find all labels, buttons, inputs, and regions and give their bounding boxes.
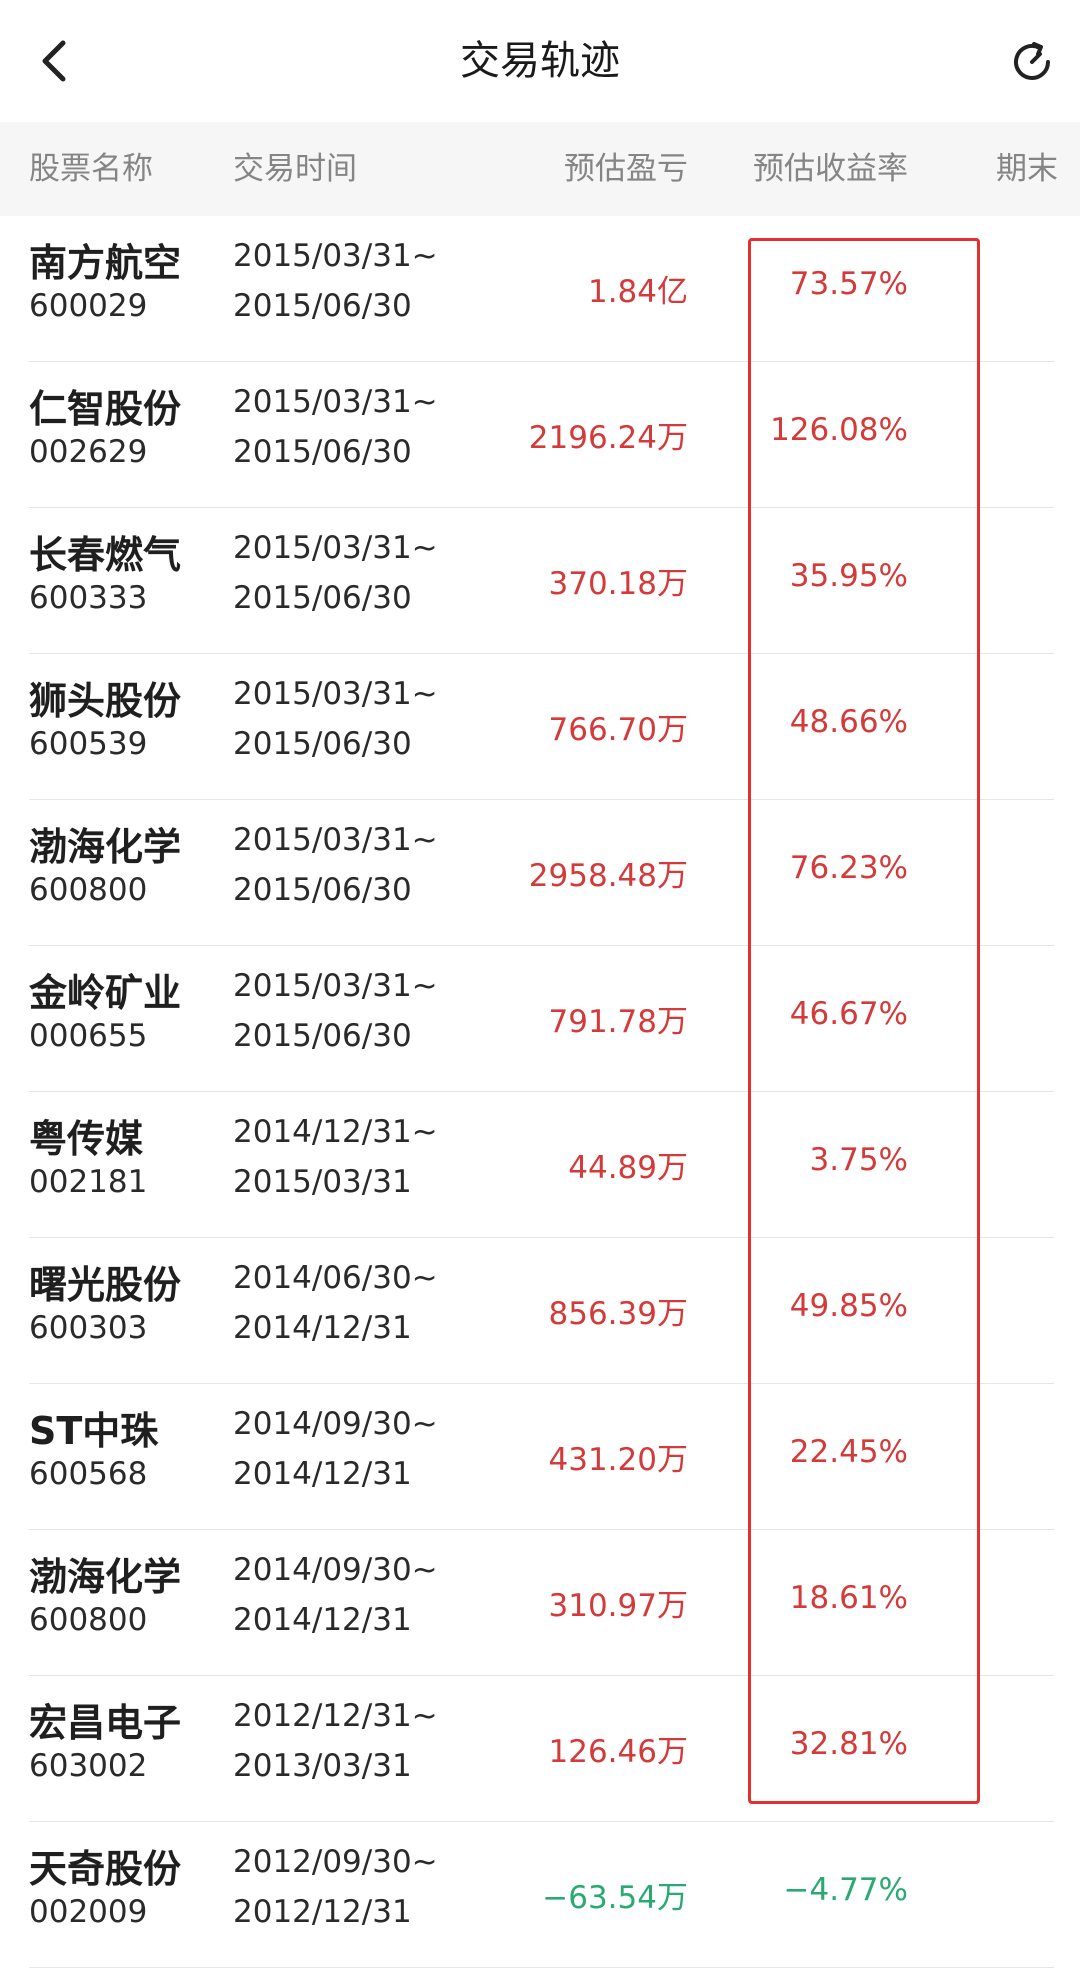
stock-code: 603002 <box>29 1748 148 1784</box>
table-header: 股票名称 交易时间 预估盈亏 预估收益率 期末 <box>0 122 1080 216</box>
est-pnl-value: 126.46万 <box>548 1734 688 1770</box>
trade-start-date: 2012/09/30~ <box>233 1844 438 1880</box>
stock-code: 600568 <box>29 1456 148 1492</box>
stock-name: ST中珠 <box>29 1409 159 1453</box>
table-row[interactable]: 曙光股份 600303 2014/06/30~ 2014/12/31 856.39万 49… <box>0 1238 1080 1384</box>
stock-code: 600539 <box>29 726 148 762</box>
page-title: 交易轨迹 <box>460 38 620 84</box>
trade-start-date: 2014/09/30~ <box>233 1406 438 1442</box>
trade-end-date: 2014/12/31 <box>233 1456 412 1492</box>
header-est-pnl[interactable]: 预估盈亏 <box>564 151 688 187</box>
stock-code: 600800 <box>29 872 148 908</box>
table-row[interactable]: 南方航空 600029 2015/03/31~ 2015/06/30 1.84亿 73.5… <box>0 216 1080 362</box>
stock-code: 000655 <box>29 1018 148 1054</box>
table-row[interactable]: 粤传媒 002181 2014/12/31~ 2015/03/31 44.89万 3.75… <box>0 1092 1080 1238</box>
header-stock-name[interactable]: 股票名称 <box>29 151 153 187</box>
trade-end-date: 2015/06/30 <box>233 726 412 762</box>
back-button[interactable] <box>24 26 84 96</box>
est-pnl-value: −63.54万 <box>542 1880 688 1916</box>
trade-start-date: 2012/12/31~ <box>233 1698 438 1734</box>
stock-code: 600800 <box>29 1602 148 1638</box>
table-row[interactable]: 宏昌电子 603002 2012/12/31~ 2013/03/31 126.46万 32… <box>0 1676 1080 1822</box>
top-nav-bar: 交易轨迹 <box>0 0 1080 122</box>
trade-end-date: 2015/06/30 <box>233 872 412 908</box>
stock-name: 狮头股份 <box>29 679 182 723</box>
est-pnl-value: 431.20万 <box>548 1442 688 1478</box>
header-period-end[interactable]: 期末 <box>996 151 1058 187</box>
stock-name: 曙光股份 <box>29 1263 182 1307</box>
trade-start-date: 2015/03/31~ <box>233 822 438 858</box>
stock-name: 长春燃气 <box>29 533 182 577</box>
est-return-value: 32.81% <box>789 1726 908 1762</box>
chevron-left-icon <box>42 40 66 82</box>
trade-start-date: 2015/03/31~ <box>233 676 438 712</box>
trade-end-date: 2014/12/31 <box>233 1310 412 1346</box>
stock-name: 南方航空 <box>29 241 182 285</box>
trade-end-date: 2015/06/30 <box>233 288 412 324</box>
trade-list: 南方航空 600029 2015/03/31~ 2015/06/30 1.84亿 73.5… <box>0 216 1080 1968</box>
trade-end-date: 2015/06/30 <box>233 1018 412 1054</box>
est-pnl-value: 1.84亿 <box>587 274 688 310</box>
trade-start-date: 2014/12/31~ <box>233 1114 438 1150</box>
stock-name: 宏昌电子 <box>29 1701 182 1745</box>
est-pnl-value: 766.70万 <box>548 712 688 748</box>
trade-start-date: 2015/03/31~ <box>233 238 438 274</box>
stock-code: 002181 <box>29 1164 148 1200</box>
est-return-value: 73.57% <box>789 266 908 302</box>
stock-name: 渤海化学 <box>29 825 182 869</box>
trade-end-date: 2013/03/31 <box>233 1748 412 1784</box>
table-row[interactable]: 渤海化学 600800 2014/09/30~ 2014/12/31 310.97万 18… <box>0 1530 1080 1676</box>
stock-code: 002009 <box>29 1894 148 1930</box>
stock-name: 仁智股份 <box>29 387 182 431</box>
header-est-return[interactable]: 预估收益率 <box>753 151 908 187</box>
est-pnl-value: 44.89万 <box>568 1150 688 1186</box>
trade-end-date: 2014/12/31 <box>233 1602 412 1638</box>
trade-end-date: 2012/12/31 <box>233 1894 412 1930</box>
est-pnl-value: 310.97万 <box>548 1588 688 1624</box>
est-pnl-value: 856.39万 <box>548 1296 688 1332</box>
stock-code: 600303 <box>29 1310 148 1346</box>
trade-start-date: 2015/03/31~ <box>233 530 438 566</box>
refresh-icon <box>1014 42 1050 80</box>
trade-end-date: 2015/06/30 <box>233 434 412 470</box>
est-return-value: 49.85% <box>789 1288 908 1324</box>
stock-name: 天奇股份 <box>29 1847 182 1891</box>
table-row[interactable]: 天奇股份 002009 2012/09/30~ 2012/12/31 −63.54万 −4… <box>0 1822 1080 1968</box>
refresh-button[interactable] <box>1004 34 1060 90</box>
stock-name: 渤海化学 <box>29 1555 182 1599</box>
est-pnl-value: 791.78万 <box>548 1004 688 1040</box>
table-row[interactable]: 长春燃气 600333 2015/03/31~ 2015/06/30 370.18万 35… <box>0 508 1080 654</box>
est-return-value: 18.61% <box>789 1580 908 1616</box>
est-return-value: 35.95% <box>789 558 908 594</box>
est-return-value: 46.67% <box>789 996 908 1032</box>
stock-name: 金岭矿业 <box>29 971 182 1015</box>
trade-start-date: 2015/03/31~ <box>233 968 438 1004</box>
est-return-value: 22.45% <box>789 1434 908 1470</box>
table-row[interactable]: 渤海化学 600800 2015/03/31~ 2015/06/30 2958.48万 7… <box>0 800 1080 946</box>
est-pnl-value: 2958.48万 <box>528 858 688 894</box>
stock-name: 粤传媒 <box>29 1117 144 1161</box>
header-trade-time[interactable]: 交易时间 <box>233 151 357 187</box>
est-return-value: 48.66% <box>789 704 908 740</box>
est-pnl-value: 370.18万 <box>548 566 688 602</box>
est-pnl-value: 2196.24万 <box>528 420 688 456</box>
stock-code: 002629 <box>29 434 148 470</box>
trade-start-date: 2014/06/30~ <box>233 1260 438 1296</box>
est-return-value: 126.08% <box>770 412 908 448</box>
table-row[interactable]: 金岭矿业 000655 2015/03/31~ 2015/06/30 791.78万 46… <box>0 946 1080 1092</box>
trade-start-date: 2014/09/30~ <box>233 1552 438 1588</box>
stock-code: 600029 <box>29 288 148 324</box>
est-return-value: −4.77% <box>783 1872 908 1908</box>
est-return-value: 3.75% <box>809 1142 908 1178</box>
est-return-value: 76.23% <box>789 850 908 886</box>
table-row[interactable]: ST中珠 600568 2014/09/30~ 2014/12/31 431.20万 22… <box>0 1384 1080 1530</box>
table-row[interactable]: 仁智股份 002629 2015/03/31~ 2015/06/30 2196.24万 1… <box>0 362 1080 508</box>
stock-code: 600333 <box>29 580 148 616</box>
table-row[interactable]: 狮头股份 600539 2015/03/31~ 2015/06/30 766.70万 48… <box>0 654 1080 800</box>
trade-end-date: 2015/03/31 <box>233 1164 412 1200</box>
trade-end-date: 2015/06/30 <box>233 580 412 616</box>
trade-start-date: 2015/03/31~ <box>233 384 438 420</box>
